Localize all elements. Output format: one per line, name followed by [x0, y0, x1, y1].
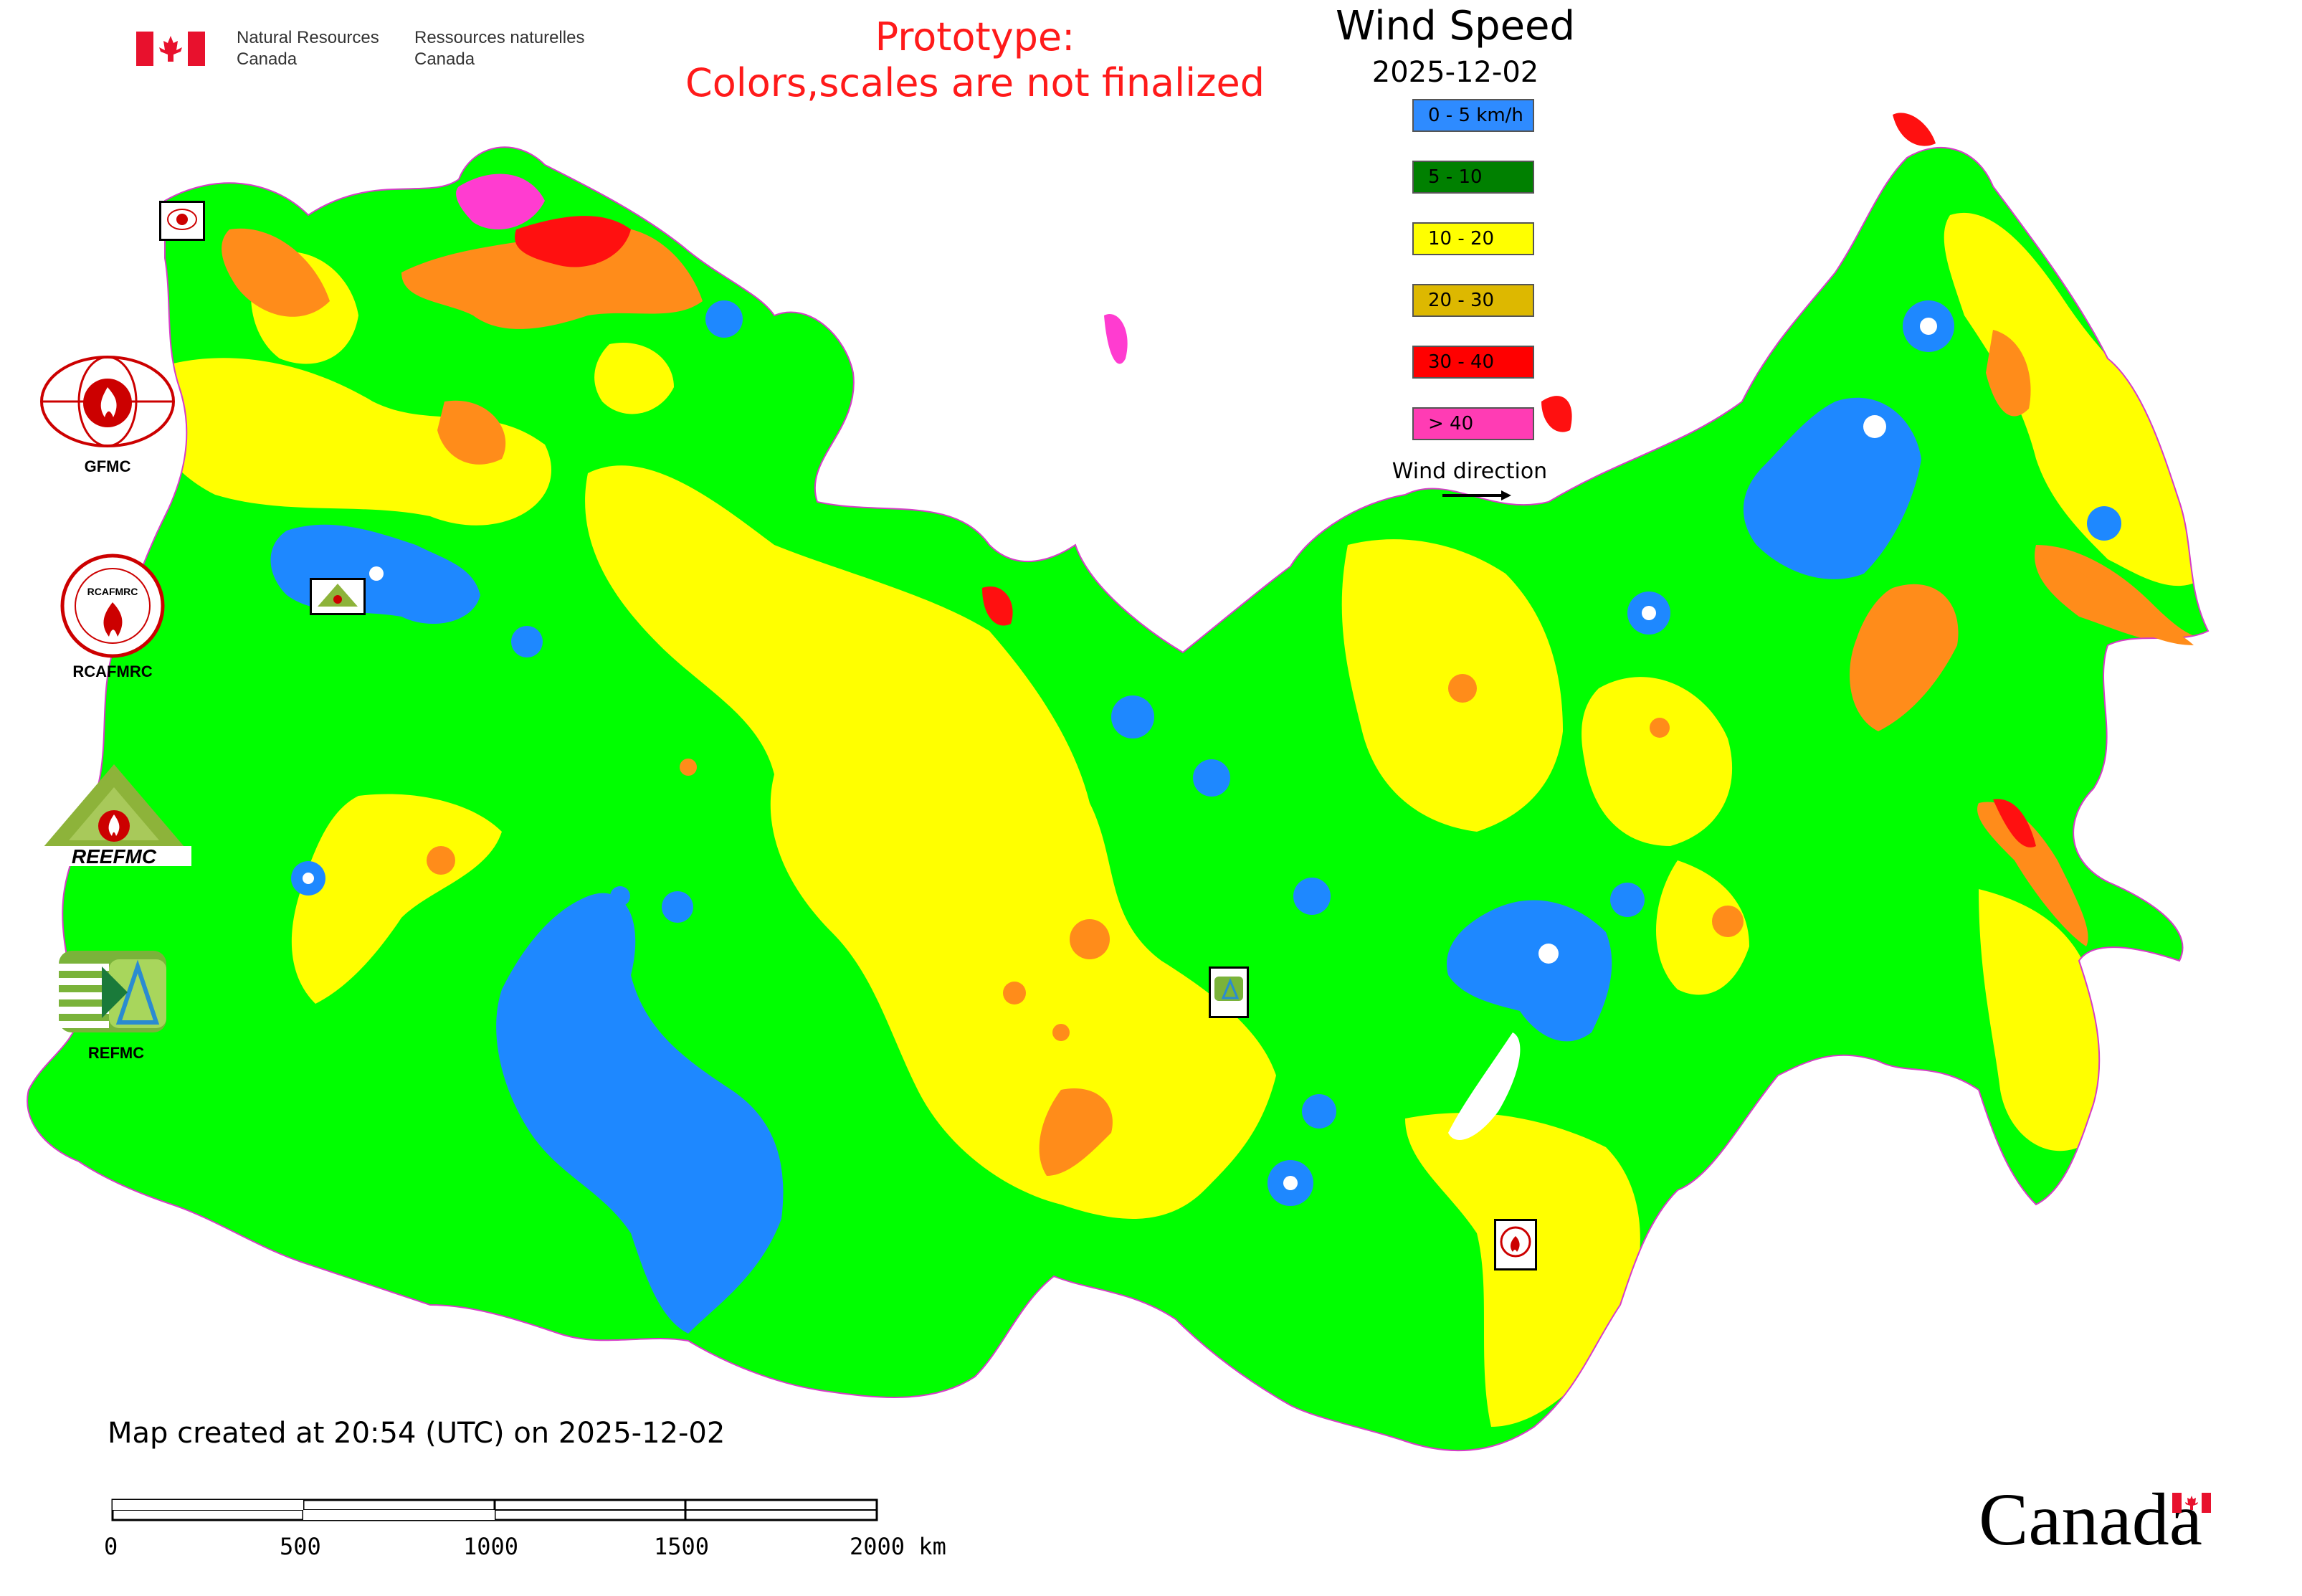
scale-label-1500: 1500 — [654, 1533, 710, 1560]
scale-label-500: 500 — [280, 1533, 321, 1560]
refmc-emblem-icon — [59, 951, 166, 1032]
refmc-logo: REFMC — [59, 945, 195, 1063]
org-name-fr-line1: Ressources naturelles — [414, 28, 585, 47]
prototype-line1: Prototype: — [875, 14, 1075, 60]
legend-item: > 40 — [1412, 407, 1534, 440]
rcafmrc-emblem-icon: RCAFMRC — [60, 554, 165, 658]
org-name-en: Natural Resources Canada — [237, 27, 379, 70]
marker-gfmc-icon — [167, 209, 197, 230]
rcafmrc-logo: RCAFMRC RCAFMRC — [59, 552, 191, 681]
gfmc-label: GFMC — [84, 457, 131, 475]
marker-rcafmrc-icon — [1500, 1226, 1531, 1258]
prototype-notice: Prototype: Colors,scales are not finaliz… — [674, 14, 1276, 106]
reefmc-emblem-icon: REEFMC — [37, 764, 191, 868]
org-name-fr: Ressources naturelles Canada — [414, 27, 584, 70]
reefmc-logo: REEFMC — [37, 761, 191, 872]
org-name-en-line2: Canada — [237, 49, 298, 69]
legend-item: 5 - 10 — [1412, 161, 1534, 194]
scale-label-2000: 2000 km — [850, 1533, 946, 1560]
legend-title: Wind Speed — [1335, 3, 1576, 49]
marker-refmc-icon — [1214, 977, 1243, 1001]
legend-item: 10 - 20 — [1412, 222, 1534, 255]
rcafmrc-inner-text: RCAFMRC — [87, 586, 138, 597]
prototype-line2: Colors,scales are not finalized — [685, 60, 1265, 105]
rcafmrc-label: RCAFMRC — [72, 662, 153, 680]
legend-item: 30 - 40 — [1412, 346, 1534, 379]
legend-item: 20 - 30 — [1412, 284, 1534, 317]
gfmc-emblem-icon — [40, 356, 175, 447]
org-name-en-line1: Natural Resources — [237, 28, 379, 47]
gfmc-logo: GFMC — [36, 351, 186, 476]
wind-direction-label: Wind direction — [1392, 459, 1548, 484]
map-marker-gfmc[interactable] — [159, 201, 205, 241]
legend-item: 0 - 5 km/h — [1412, 99, 1534, 132]
legend-date: 2025-12-02 — [1371, 56, 1539, 89]
map-marker-reefmc[interactable] — [310, 578, 366, 615]
canada-flag-icon — [136, 32, 205, 66]
scale-label-1000: 1000 — [463, 1533, 519, 1560]
map-marker-refmc[interactable] — [1209, 966, 1249, 1018]
canada-wordmark-flag-icon — [2172, 1493, 2211, 1513]
map-created-timestamp: Map created at 20:54 (UTC) on 2025-12-02 — [108, 1417, 726, 1450]
scale-label-0: 0 — [104, 1533, 118, 1560]
org-name-fr-line2: Canada — [414, 49, 475, 69]
map-marker-rcafmrc[interactable] — [1494, 1219, 1537, 1270]
refmc-label: REFMC — [87, 1044, 145, 1062]
marker-reefmc-icon — [318, 584, 358, 607]
reefmc-wordmark: REEFMC — [72, 845, 157, 868]
canada-wordmark: Canada — [1979, 1478, 2202, 1561]
scale-bar — [111, 1498, 878, 1521]
wind-direction-arrow-icon — [1442, 490, 1511, 500]
